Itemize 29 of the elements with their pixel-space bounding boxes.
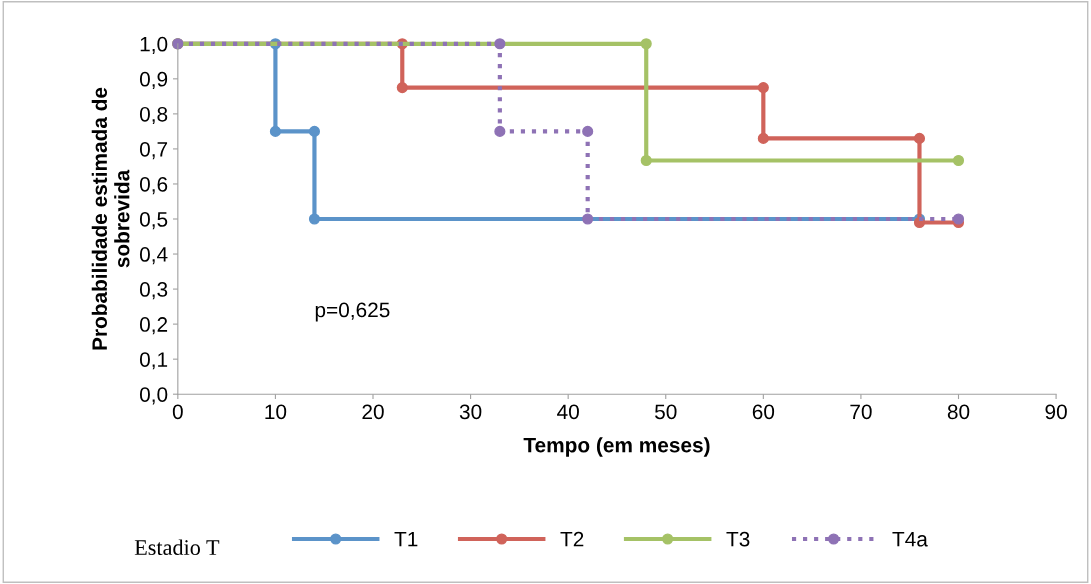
x-axis-title: Tempo (em meses) bbox=[523, 437, 710, 457]
y-tick-label: 0,9 bbox=[139, 71, 168, 90]
legend-label: T2 bbox=[560, 531, 584, 547]
x-tick-label: 80 bbox=[947, 404, 970, 420]
x-tick-label: 40 bbox=[557, 404, 579, 420]
y-tick-label: 0,1 bbox=[139, 352, 168, 370]
y-tick-label: 0,4 bbox=[139, 247, 168, 265]
y-tick-label: 0,5 bbox=[139, 212, 168, 230]
legend-label: T1 bbox=[394, 531, 418, 547]
y-tick-label: 0,8 bbox=[139, 106, 168, 125]
x-tick-label: 60 bbox=[752, 404, 775, 420]
y-tick-label: 0,2 bbox=[139, 317, 168, 335]
y-tick-label: 0,0 bbox=[139, 387, 168, 405]
x-tick-label: 70 bbox=[850, 404, 872, 420]
x-tick-label: 50 bbox=[655, 404, 677, 420]
x-tick-label: 20 bbox=[362, 404, 384, 420]
y-axis-title: Probabilidade estimada de sobrevida bbox=[91, 87, 130, 350]
x-tick-label: 90 bbox=[1045, 404, 1067, 420]
y-tick-label: 1,0 bbox=[140, 36, 168, 55]
x-tick-label: 10 bbox=[265, 404, 287, 420]
y-tick-label: 0,7 bbox=[139, 141, 168, 160]
x-tick-label: 30 bbox=[459, 404, 482, 420]
annotation: p=0,625 bbox=[315, 302, 390, 322]
legend-label: T3 bbox=[726, 531, 750, 547]
x-tick-label: 0 bbox=[172, 404, 183, 420]
y-tick-label: 0,6 bbox=[139, 176, 168, 195]
text: Estadio T bbox=[134, 539, 220, 556]
legend-label: T4a bbox=[892, 531, 928, 547]
y-tick-label: 0,3 bbox=[139, 282, 168, 300]
